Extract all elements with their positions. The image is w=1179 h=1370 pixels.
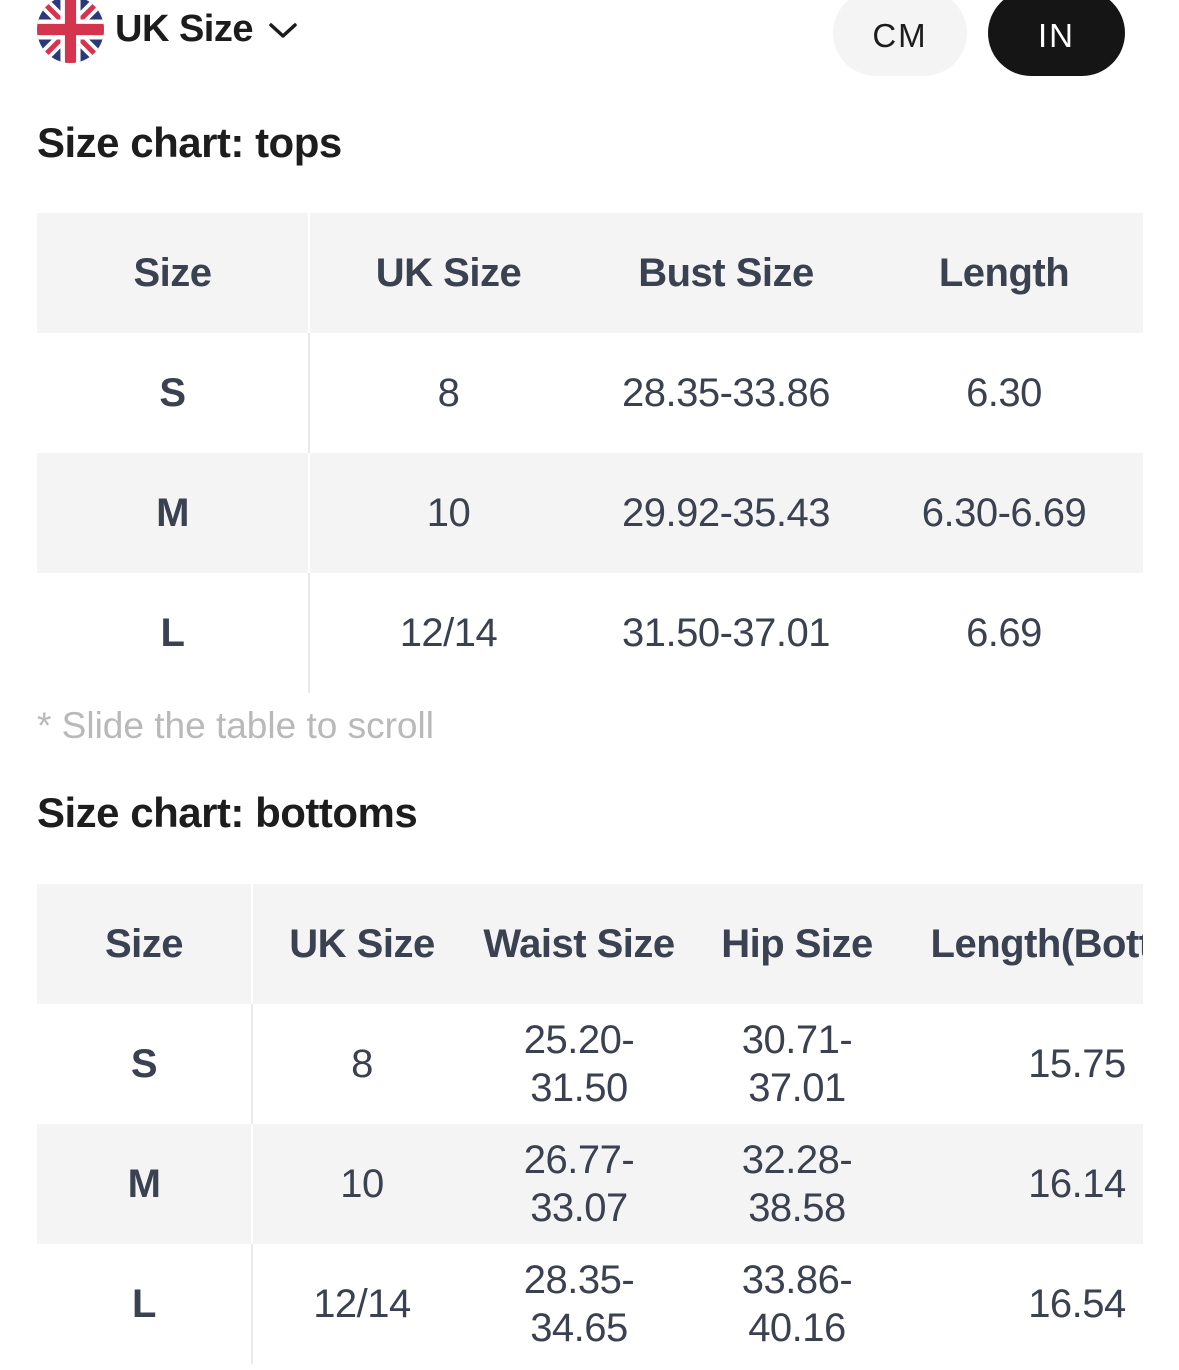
column-header: Length [938,251,1070,295]
table-cell: 6.30-6.69 [921,491,1087,535]
table-row: L 12/14 31.50-37.01 6.69 [37,573,1143,693]
table-cell: 6.30 [966,371,1042,415]
column-header: Waist Size [483,922,675,966]
tops-section-title: Size chart: tops [37,119,342,166]
table-cell: L [37,573,310,693]
table-cell: 26.77-33.07 [523,1138,635,1230]
table-header-row: Size UK Size Bust Size Length [37,213,1143,333]
uk-flag-icon [37,0,104,63]
table-cell: 8 [351,1042,373,1086]
column-header: Size [37,213,310,333]
column-header: UK Size [375,251,522,295]
column-header: Size [37,884,253,1004]
table-cell: L [37,1244,253,1364]
unit-cm-button[interactable]: CM [833,0,967,76]
table-cell: 28.35-33.86 [621,371,831,415]
slide-table-note: * Slide the table to scroll [37,705,434,746]
bottoms-size-table[interactable]: Size UK Size Waist Size Hip Size Length(… [37,884,1143,1364]
table-cell: 6.69 [966,611,1042,655]
table-cell: 10 [426,491,471,535]
table-cell: S [37,1004,253,1124]
table-cell: 33.86-40.16 [741,1258,853,1350]
table-cell: M [37,1124,253,1244]
table-cell: 16.54 [1028,1282,1126,1326]
column-header: Hip Size [721,922,873,966]
table-cell: 16.14 [1028,1162,1126,1206]
column-header: UK Size [289,922,435,966]
region-size-label: UK Size [115,8,253,50]
unit-toggle: CM IN [833,0,1125,76]
table-cell: 15.75 [1028,1042,1126,1086]
table-row: S 8 25.20-31.50 30.71-37.01 15.75 [37,1004,1143,1124]
table-cell: S [37,333,310,453]
region-size-dropdown[interactable]: UK Size [37,0,298,63]
table-cell: 8 [437,371,460,415]
table-row: S 8 28.35-33.86 6.30 [37,333,1143,453]
table-cell: 12/14 [399,611,498,655]
chevron-down-icon [268,22,298,45]
table-cell: 31.50-37.01 [621,611,831,655]
unit-in-button[interactable]: IN [988,0,1125,76]
table-cell: 32.28-38.58 [741,1138,853,1230]
table-cell: 10 [340,1162,384,1206]
table-cell: 12/14 [313,1282,411,1326]
table-cell: 25.20-31.50 [523,1018,635,1110]
table-header-row: Size UK Size Waist Size Hip Size Length(… [37,884,1143,1004]
table-cell: M [37,453,310,573]
bottoms-section-title: Size chart: bottoms [37,789,418,836]
column-header: Length(Bottom) [930,922,1143,966]
table-row: M 10 29.92-35.43 6.30-6.69 [37,453,1143,573]
column-header: Bust Size [638,251,814,295]
table-cell: 28.35-34.65 [523,1258,635,1350]
tops-size-table[interactable]: Size UK Size Bust Size Length S 8 28.35-… [37,213,1143,693]
table-cell: 30.71-37.01 [741,1018,853,1110]
table-row: M 10 26.77-33.07 32.28-38.58 16.14 [37,1124,1143,1244]
table-cell: 29.92-35.43 [621,491,831,535]
table-row: L 12/14 28.35-34.65 33.86-40.16 16.54 [37,1244,1143,1364]
